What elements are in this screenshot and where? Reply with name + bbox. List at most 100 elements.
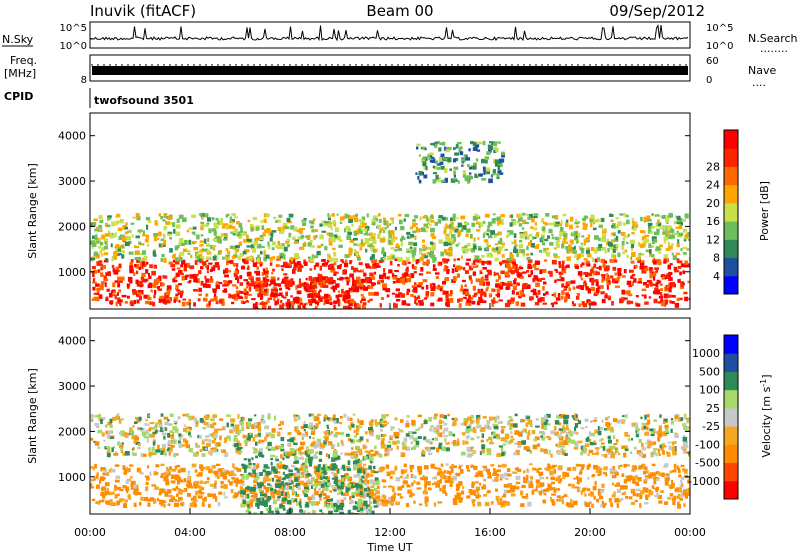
power-cell [360, 242, 365, 247]
power-cell [542, 293, 546, 297]
power-cell [174, 279, 178, 283]
power-cell [465, 301, 468, 306]
power-cell [206, 249, 210, 254]
power-cell [656, 222, 662, 227]
power-cell [205, 243, 211, 248]
velocity-cell [588, 431, 591, 437]
power-cell [203, 248, 209, 252]
power-cell [538, 249, 543, 253]
power-cell [189, 274, 194, 277]
power-cell [270, 288, 276, 292]
velocity-cell [300, 475, 304, 479]
velocity-cell [422, 475, 425, 478]
power-cell [435, 174, 439, 180]
velocity-cell [380, 428, 383, 432]
power-cell [450, 227, 455, 232]
power-cell [580, 249, 584, 254]
power-cell [92, 281, 97, 284]
velocity-cell [357, 468, 362, 474]
power-cell [575, 225, 580, 228]
power-cell [422, 146, 426, 150]
power-cell [281, 268, 284, 271]
power-cell [348, 251, 353, 256]
power-cell [284, 278, 288, 282]
power-cell [282, 222, 288, 228]
power-cell [122, 225, 127, 230]
velocity-cell [536, 469, 540, 473]
velocity-cell [596, 498, 600, 503]
power-cell [539, 297, 545, 301]
velocity-cell [543, 448, 548, 451]
velocity-cell [620, 485, 625, 490]
power-cell [328, 215, 332, 218]
power-cell [142, 230, 145, 236]
power-cell [445, 236, 449, 241]
power-cell [657, 301, 663, 304]
power-cell [416, 259, 420, 263]
velocity-cell [671, 469, 677, 473]
velocity-cell [382, 434, 387, 437]
velocity-cell [559, 496, 564, 502]
power-scatter [90, 140, 690, 309]
power-cell [143, 255, 148, 261]
power-cell [263, 256, 267, 262]
power-cell [313, 265, 316, 270]
velocity-cell [500, 447, 504, 452]
power-cell [260, 250, 263, 255]
power-cell [187, 250, 191, 253]
power-cell [147, 297, 152, 301]
power-cell [491, 219, 496, 224]
velocity-cell [123, 471, 127, 475]
power-cell [555, 221, 560, 224]
velocity-cell [530, 480, 533, 486]
velocity-cell [443, 470, 447, 474]
velocity-cell [646, 426, 649, 431]
velocity-cell [294, 477, 299, 482]
power-cell [296, 290, 302, 295]
velocity-cell [256, 482, 261, 486]
velocity-cell [484, 424, 488, 430]
velocity-cell [172, 488, 176, 491]
power-cell [190, 254, 193, 259]
power-cell [314, 264, 319, 267]
velocity-cell [411, 482, 414, 487]
power-cell [518, 295, 522, 299]
power-cell [491, 303, 495, 307]
velocity-cell [271, 478, 274, 482]
power-cell [121, 276, 125, 281]
velocity-cell [159, 488, 164, 494]
power-cell [270, 276, 276, 282]
velocity-cell [589, 441, 595, 446]
velocity-cell [437, 432, 441, 437]
power-cell [633, 278, 637, 283]
power-colorbar-swatch [724, 221, 738, 240]
power-cell [265, 267, 268, 272]
power-cell [455, 265, 461, 271]
power-cell [626, 241, 629, 245]
power-cell [499, 281, 504, 286]
velocity-cell [311, 510, 316, 514]
power-cell [188, 239, 192, 245]
power-cell [397, 247, 403, 252]
power-cell [293, 241, 299, 244]
power-cell [183, 263, 187, 268]
velocity-cell [674, 488, 677, 493]
power-cell [398, 292, 403, 296]
power-cell [481, 158, 486, 164]
velocity-cell [319, 497, 322, 501]
velocity-cell [164, 474, 169, 478]
velocity-cell [655, 452, 658, 457]
power-cell [99, 237, 102, 243]
power-colorbar-tick: 12 [706, 233, 720, 246]
power-cell [243, 231, 247, 234]
velocity-cell [560, 478, 563, 482]
power-cell [104, 282, 107, 288]
velocity-cell [361, 475, 365, 479]
power-cell [462, 291, 467, 295]
power-cell [412, 218, 416, 222]
power-cell [622, 236, 626, 241]
velocity-cell [514, 430, 520, 435]
power-cell [401, 237, 406, 241]
power-cell [93, 297, 96, 300]
velocity-cell [428, 487, 432, 491]
